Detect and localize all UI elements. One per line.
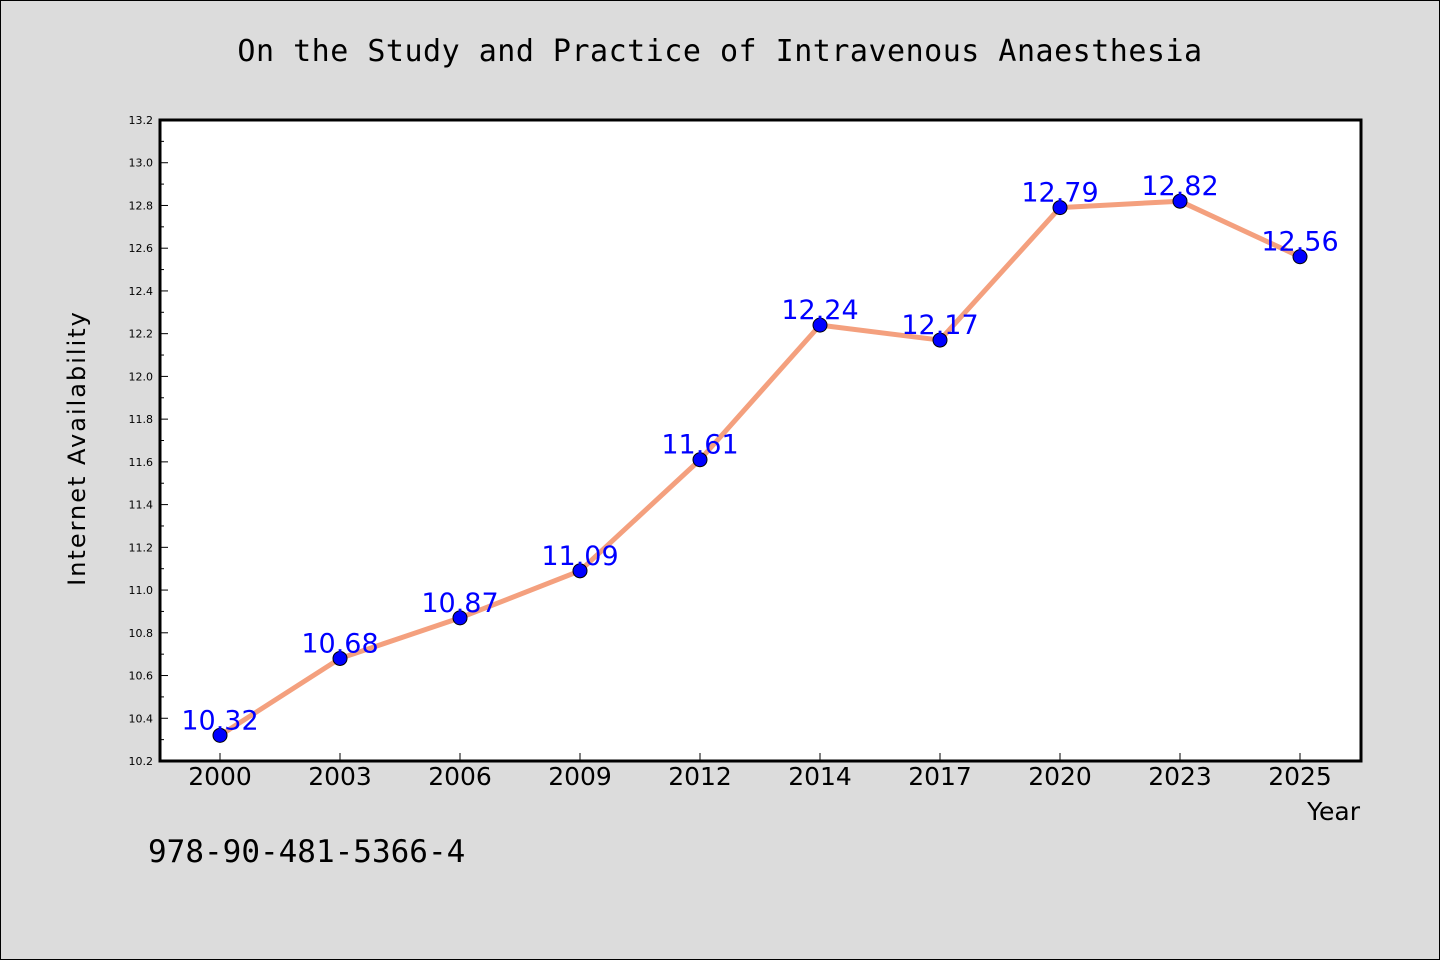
data-label: 12.17 [901, 310, 978, 341]
y-axis-label: Internet Availability [63, 310, 91, 586]
y-tick-label: 11.2 [129, 541, 154, 554]
chart-title: On the Study and Practice of Intravenous… [237, 34, 1203, 69]
data-label: 10.87 [421, 588, 498, 619]
x-tick-label: 2003 [308, 762, 372, 791]
x-tick-label: 2017 [908, 762, 972, 791]
y-tick-label: 11.6 [129, 456, 154, 469]
y-tick-label: 12.8 [129, 199, 154, 212]
y-tick-label: 12.2 [129, 328, 154, 341]
data-label: 11.61 [661, 430, 738, 461]
data-label: 10.68 [301, 628, 378, 659]
isbn-text: 978-90-481-5366-4 [148, 834, 466, 870]
y-tick-label: 11.0 [129, 584, 154, 597]
y-tick-label: 12.6 [129, 242, 154, 255]
x-axis-label: Year [1306, 797, 1361, 826]
x-tick-label: 2009 [548, 762, 612, 791]
x-tick-label: 2025 [1268, 762, 1332, 791]
data-point [812, 317, 828, 333]
x-tick-label: 2020 [1028, 762, 1092, 791]
x-tick-label: 2023 [1148, 762, 1212, 791]
y-tick-label: 10.8 [129, 627, 154, 640]
y-tick-label: 13.2 [129, 114, 154, 127]
x-axis: 2000 2003 2006 2009 2012 2014 2017 2020 2023 2025 [188, 753, 1332, 791]
data-label: 12.82 [1141, 171, 1218, 202]
data-point [452, 610, 468, 626]
x-tick-label: 2014 [788, 762, 852, 791]
data-label: 12.24 [781, 295, 858, 326]
x-tick-label: 2012 [668, 762, 732, 791]
data-point [1052, 200, 1068, 216]
data-label: 11.09 [541, 541, 618, 572]
x-tick-label: 2000 [188, 762, 252, 791]
data-point [332, 650, 348, 666]
data-point [1292, 249, 1308, 265]
data-point [572, 563, 588, 579]
data-label: 12.79 [1021, 178, 1098, 209]
y-tick-label: 12.4 [129, 285, 154, 298]
data-label: 10.32 [181, 705, 258, 736]
y-tick-label: 10.6 [129, 670, 154, 683]
data-point [932, 332, 948, 348]
data-point [212, 727, 228, 743]
data-point [1172, 193, 1188, 209]
x-tick-label: 2006 [428, 762, 492, 791]
y-axis: 10.2 10.4 10.6 10.8 11.0 11.2 11.4 11.6 11.8 12.0… [129, 114, 168, 768]
y-tick-label: 10.2 [129, 755, 154, 768]
series-line [217, 198, 1303, 738]
series-markers [212, 193, 1308, 743]
data-labels: 10.32 10.68 10.87 11.09 11.61 12.24 12.17 12.79… [181, 171, 1338, 736]
data-point [692, 452, 708, 468]
y-tick-label: 11.4 [129, 499, 154, 512]
y-tick-label: 10.4 [129, 712, 154, 725]
data-label: 12.56 [1261, 227, 1338, 258]
y-tick-label: 12.0 [129, 370, 154, 383]
y-tick-label: 11.8 [129, 413, 154, 426]
y-tick-label: 13.0 [129, 157, 154, 170]
